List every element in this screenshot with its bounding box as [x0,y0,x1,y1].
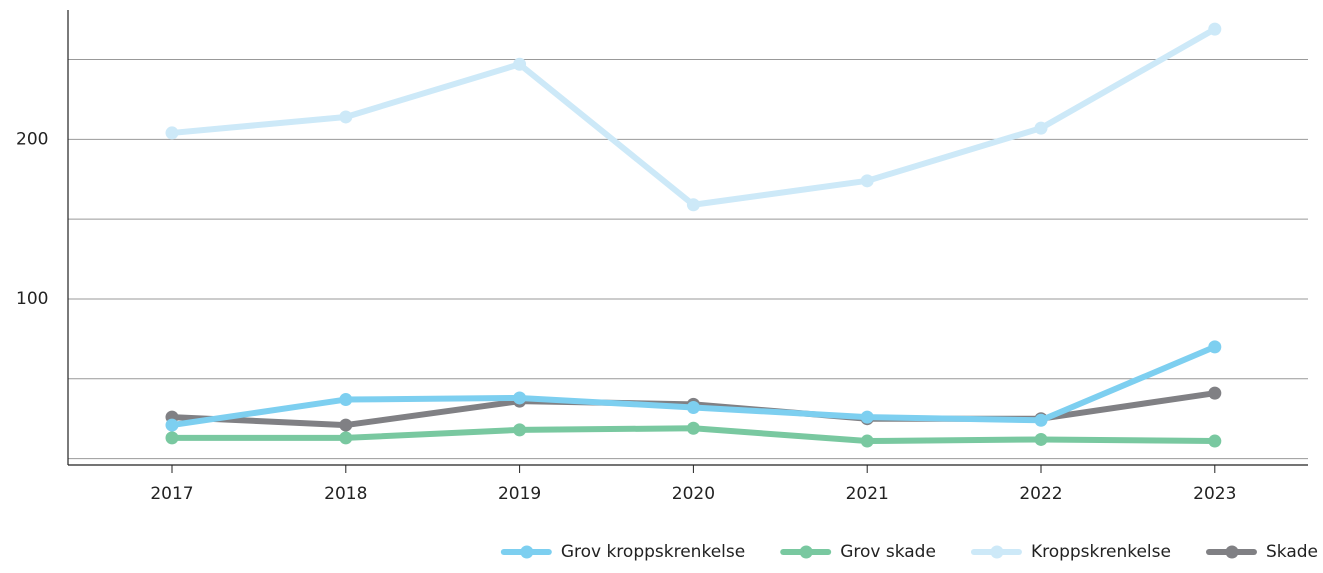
legend-label: Skade [1266,542,1318,562]
point [165,418,179,432]
point [686,421,700,435]
point [1208,22,1222,36]
point [1034,432,1048,446]
legend-dot [990,545,1004,559]
x-tick-label: 2022 [1019,484,1062,504]
point [165,431,179,445]
x-tick-label: 2023 [1193,484,1236,504]
x-tick-label: 2020 [672,484,715,504]
point [513,57,527,71]
point [513,391,527,405]
point [860,434,874,448]
y-tick-label: 200 [16,129,48,149]
point [1208,386,1222,400]
point [165,126,179,140]
point [860,410,874,424]
point [339,110,353,124]
x-tick-label: 2019 [498,484,541,504]
legend-dot [1225,545,1239,559]
legend-label: Kroppskrenkelse [1031,542,1171,562]
point [339,393,353,407]
point [1208,434,1222,448]
x-tick-label: 2018 [324,484,367,504]
point [686,401,700,415]
series-line [171,26,1217,208]
point [686,198,700,212]
point [1034,413,1048,427]
point [860,174,874,188]
point [339,418,353,432]
point [339,431,353,445]
legend-label: Grov skade [840,542,936,562]
x-tick-label: 2017 [150,484,193,504]
point [1208,340,1222,354]
y-tick-label: 100 [16,289,48,309]
x-tick-label: 2021 [846,484,889,504]
point [1034,121,1048,135]
legend-dot [520,545,534,559]
legend-dot [799,545,813,559]
legend-label: Grov kroppskrenkelse [561,542,745,562]
point [513,423,527,437]
